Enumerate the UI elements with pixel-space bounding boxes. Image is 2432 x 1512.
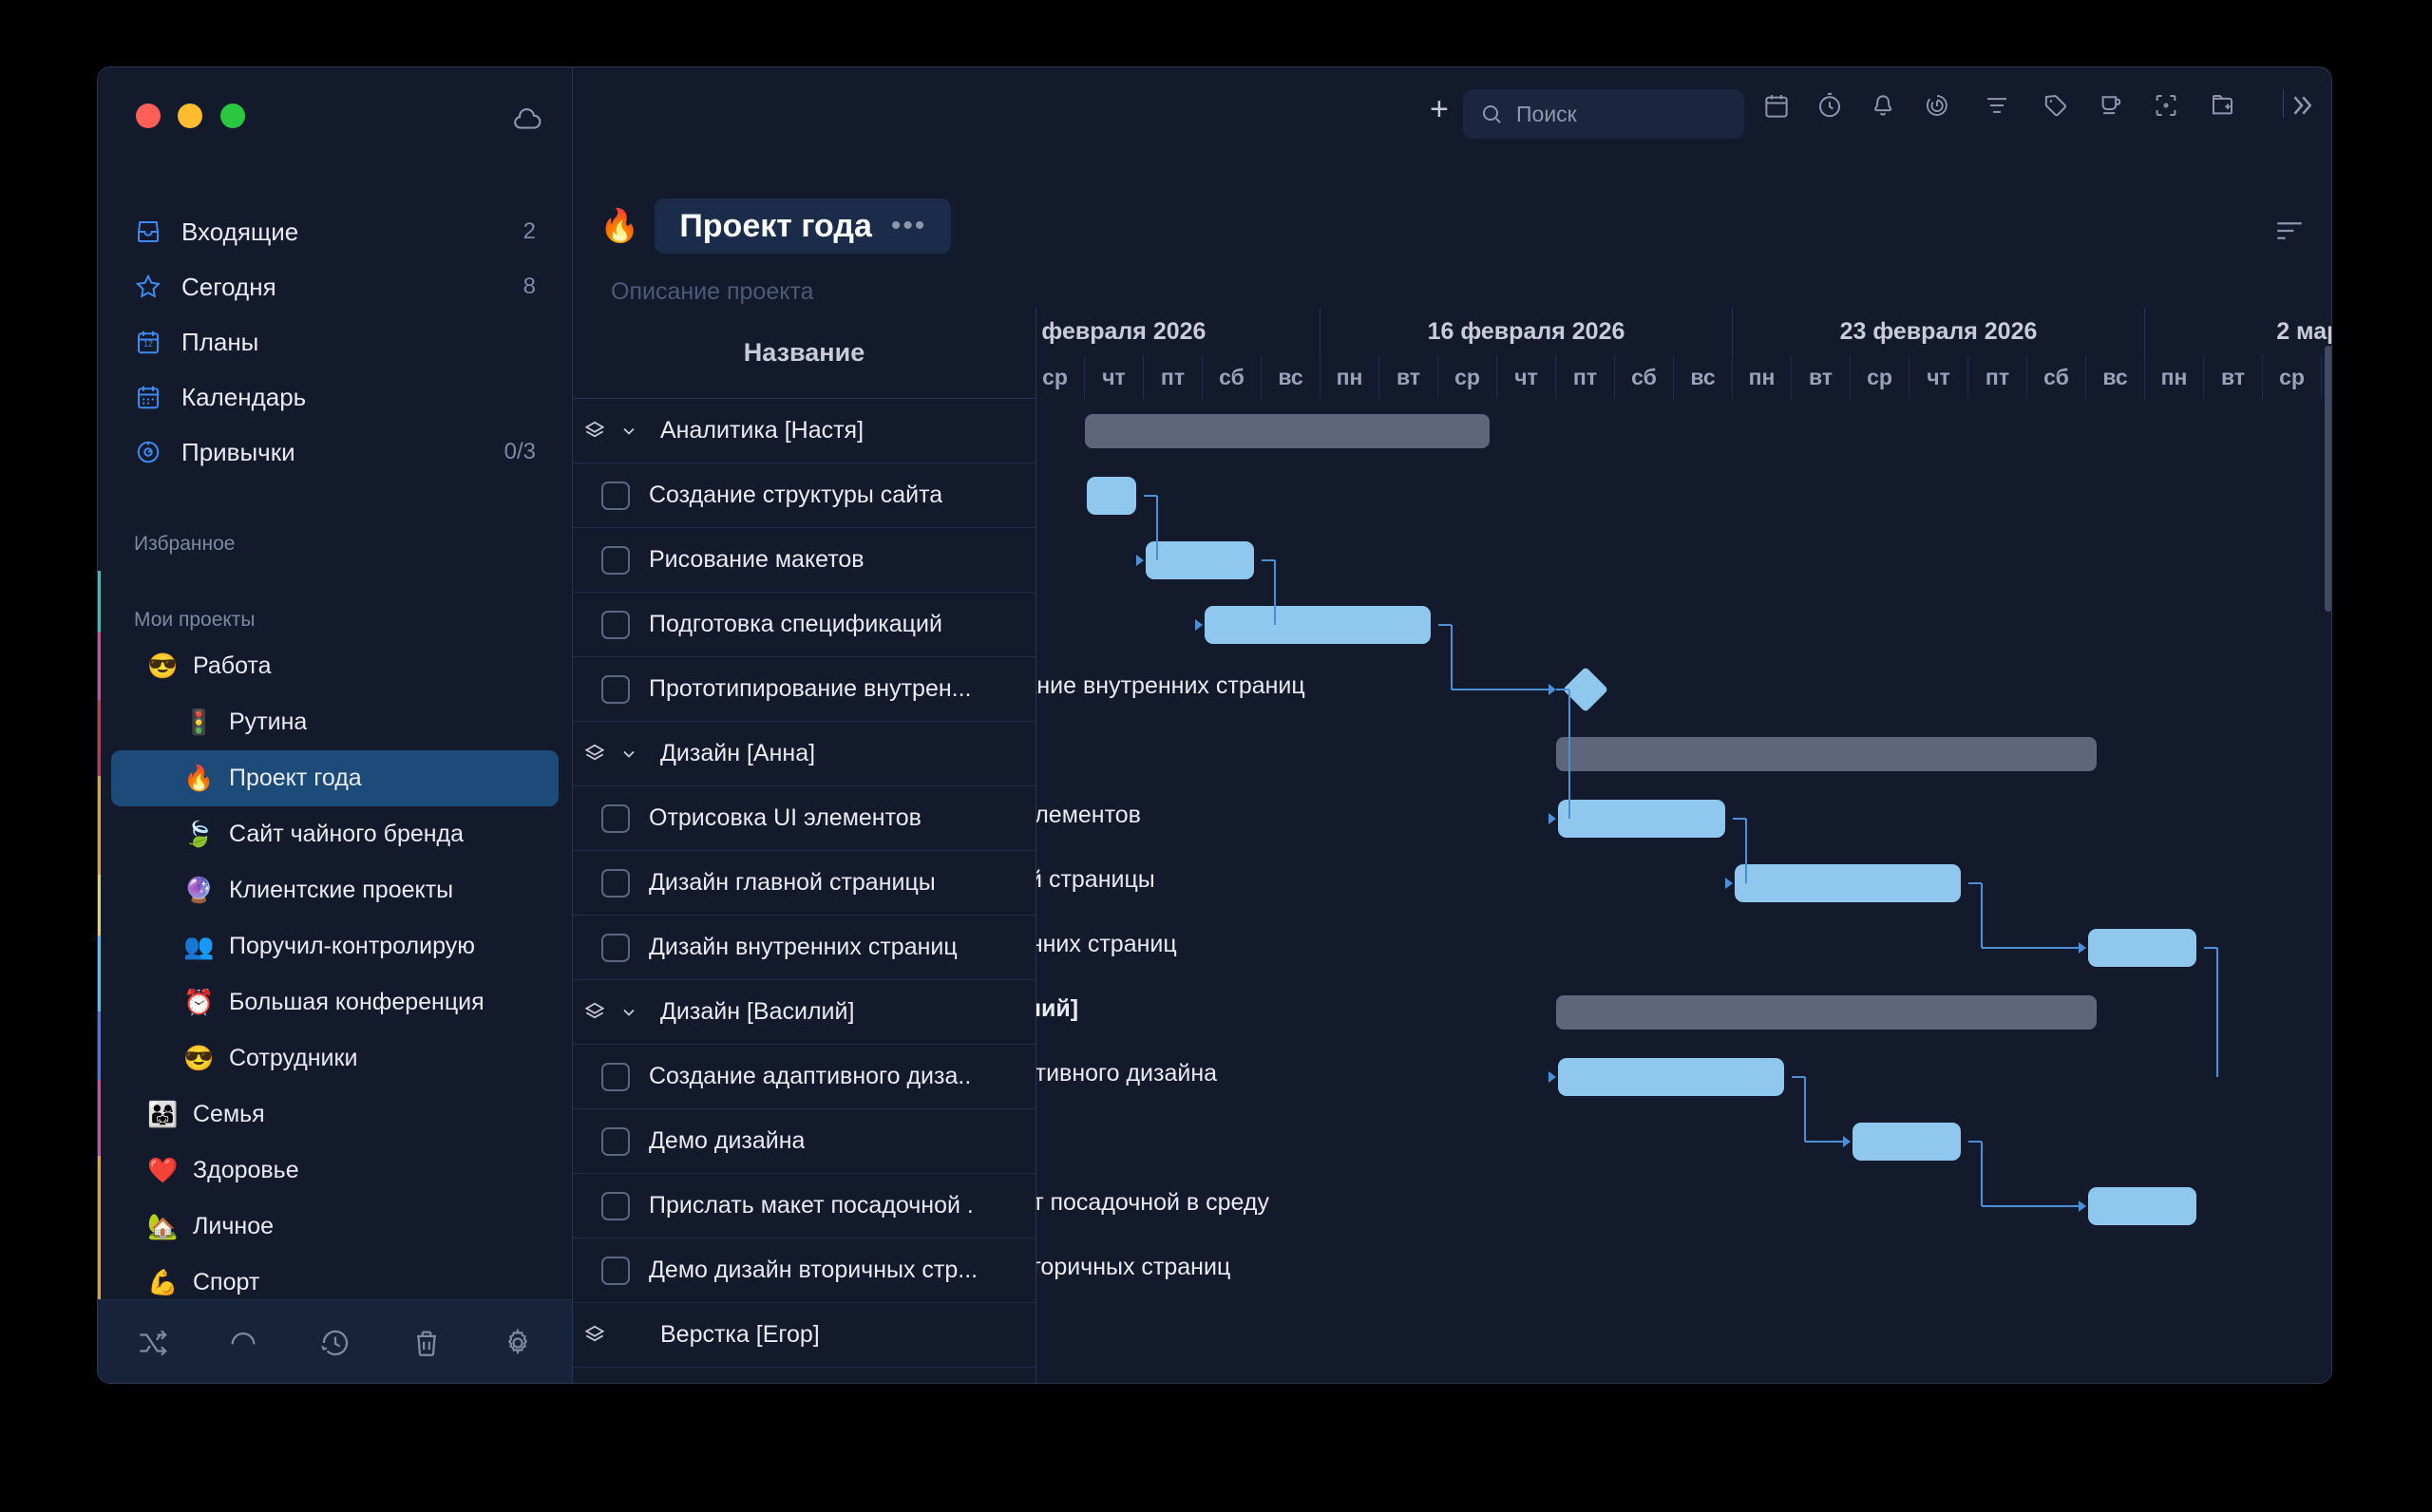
svg-text:12: 12	[143, 339, 153, 349]
